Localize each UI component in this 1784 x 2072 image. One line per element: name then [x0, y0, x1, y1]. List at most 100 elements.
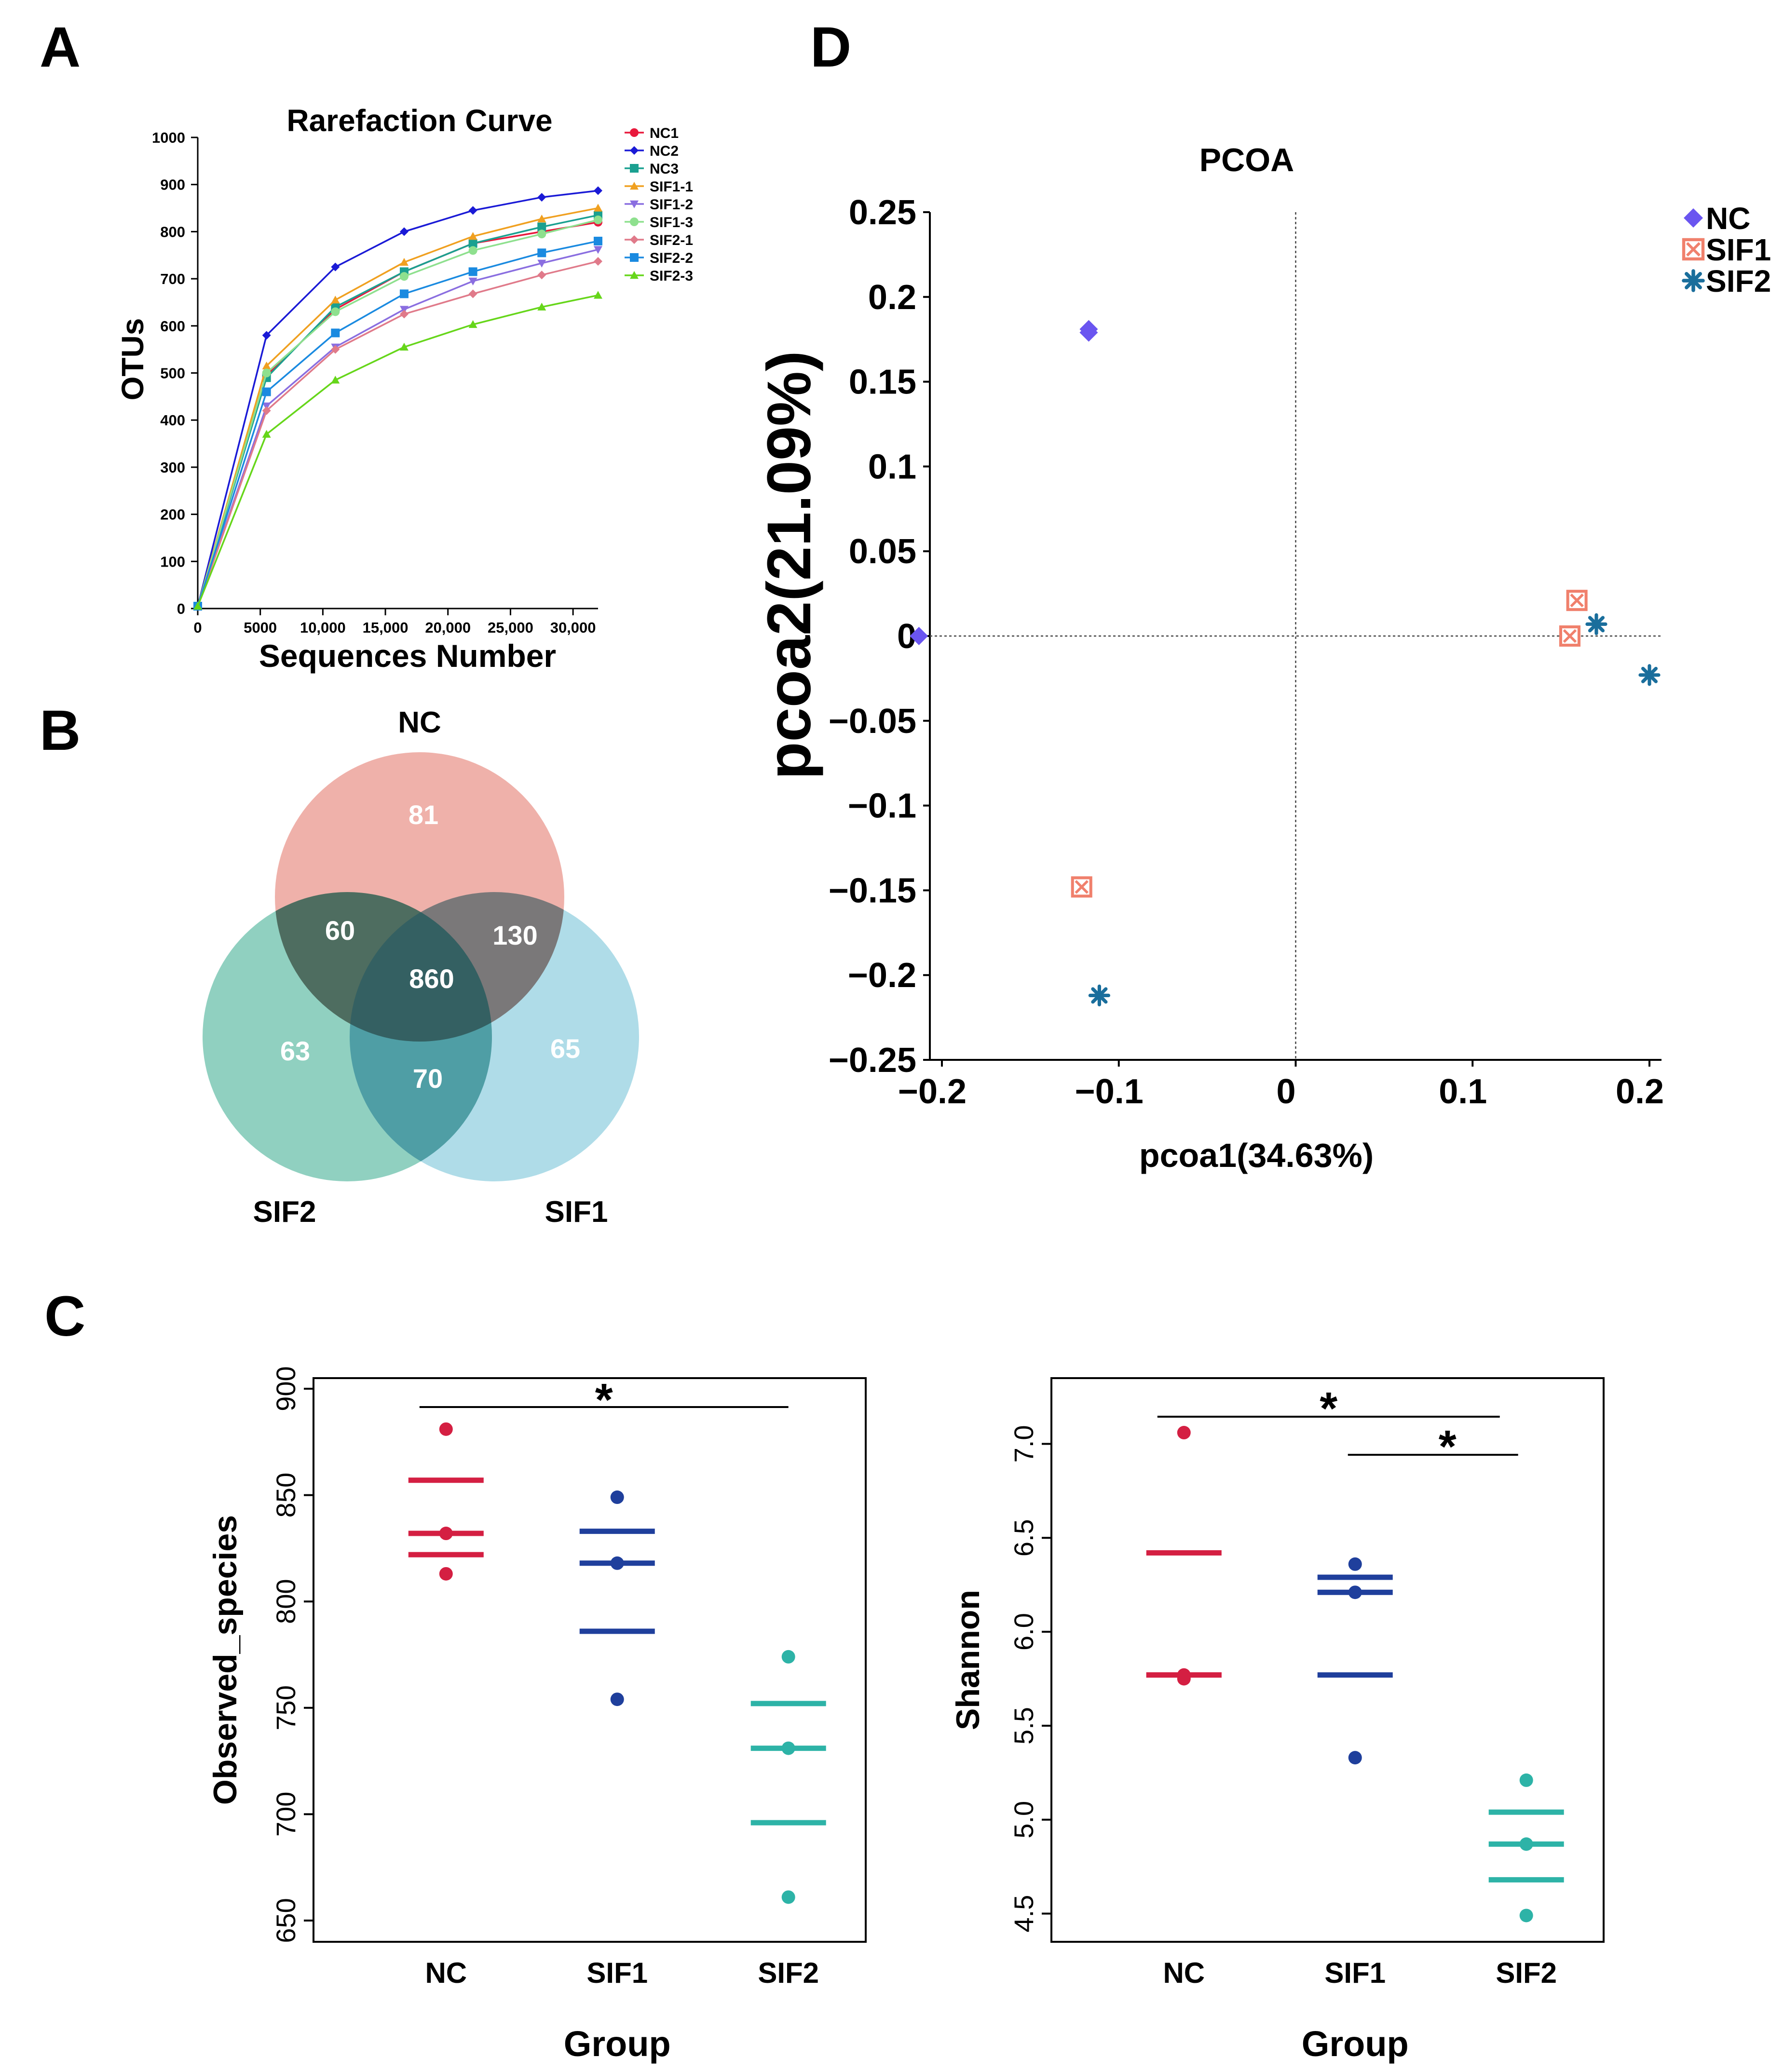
venn-set-label: SIF1 [545, 1195, 608, 1229]
data-point [468, 277, 477, 285]
y-tick-label: 900 [160, 176, 185, 193]
data-point [399, 310, 409, 319]
y-tick-label: 800 [271, 1579, 301, 1624]
x-tick-label: NC [1163, 1957, 1205, 1989]
data-point [594, 215, 602, 224]
significance-marker: * [1320, 1383, 1337, 1434]
data-point-nc [1079, 323, 1098, 342]
y-axis-label: Observed_species [207, 1515, 244, 1805]
data-point [594, 186, 602, 195]
data-point [439, 1527, 453, 1541]
venn-overlap-sif2-sif1 [350, 892, 492, 1181]
data-point-sif1-box [1071, 876, 1092, 898]
series-line-nc3 [197, 214, 599, 607]
data-point-sif2-stroke [1641, 666, 1658, 683]
data-point [262, 406, 271, 415]
venn-region-count: 65 [550, 1033, 580, 1064]
data-point [781, 1650, 795, 1664]
legend-label: SIF2 [1706, 264, 1771, 298]
series-line-sif2-2 [197, 240, 599, 607]
data-point [468, 246, 477, 255]
x-axis-label: pcoa1(34.63%) [1139, 1137, 1374, 1174]
data-point-sif1 [1071, 876, 1092, 898]
data-point-sif2 [1088, 984, 1111, 1007]
y-tick-label: 0.15 [849, 363, 916, 402]
data-point [1177, 1672, 1191, 1686]
data-point [399, 272, 409, 281]
data-point [399, 257, 409, 266]
legend-marker [1682, 238, 1705, 261]
data-point [537, 222, 546, 231]
x-tick-label: 0 [193, 619, 202, 636]
chart-title: PCOA [1199, 142, 1294, 178]
data-point [262, 368, 271, 378]
legend-marker [630, 217, 639, 226]
legend-marker [1684, 208, 1703, 228]
data-point-sif1-cross [1563, 629, 1577, 643]
legend-marker [630, 253, 639, 262]
data-point [262, 361, 271, 370]
venn-region-count: 860 [409, 963, 454, 994]
data-point [610, 1490, 624, 1504]
data-point [399, 227, 409, 236]
data-point-sif1-cross [1570, 593, 1584, 608]
legend-label: SIF1-1 [650, 179, 693, 195]
data-point [537, 271, 546, 280]
data-point [439, 1567, 453, 1581]
data-point [1519, 1773, 1533, 1787]
y-tick-label: −0.05 [829, 702, 916, 741]
y-axis-label: pcoa2(21.09%) [755, 351, 824, 779]
rarefaction-chart: 0 100 200 300 400 500 600 700 800 900 1000 0 5000 10,… [115, 103, 693, 674]
y-tick-label: 700 [271, 1792, 301, 1837]
y-tick-label: 100 [160, 553, 185, 570]
legend-label: SIF1 [1706, 232, 1771, 267]
y-tick-label: 0 [177, 600, 185, 617]
series-line-sif2-3 [197, 294, 599, 607]
x-tick-label: 15,000 [363, 619, 409, 636]
legend-marker [630, 182, 639, 190]
panel-label-c: C [44, 1285, 85, 1348]
data-point [1348, 1557, 1362, 1571]
legend-label: NC1 [650, 125, 679, 141]
x-tick-label: 0 [1276, 1072, 1295, 1111]
pcoa-chart: −0.25−0.2−0.15−0.1−0.0500.050.10.150.20.… [755, 142, 1771, 1174]
data-point [610, 1556, 624, 1570]
data-point [468, 267, 477, 276]
data-point-sif1 [1559, 625, 1581, 647]
y-tick-label: 500 [160, 365, 185, 382]
y-tick-label: 750 [271, 1685, 301, 1730]
x-tick-label: SIF2 [1496, 1957, 1557, 1989]
data-point [262, 387, 271, 396]
data-point [594, 203, 602, 212]
data-point [193, 602, 202, 610]
y-tick-label: 5.0 [1008, 1801, 1039, 1839]
data-point [468, 320, 477, 328]
x-tick-label: 20,000 [425, 619, 471, 636]
data-point [781, 1890, 795, 1904]
data-point-sif2-stroke [1091, 987, 1108, 1004]
data-point-sif2-stroke [1588, 616, 1605, 633]
x-tick-label: 10,000 [300, 619, 346, 636]
legend-marker [630, 200, 639, 208]
y-tick-label: 600 [160, 318, 185, 335]
venn-region-count: 70 [413, 1063, 443, 1094]
y-tick-label: 400 [160, 412, 185, 429]
legend-label: SIF1-3 [650, 215, 693, 230]
legend-marker [630, 164, 639, 173]
data-point [537, 215, 546, 223]
data-point [781, 1741, 795, 1755]
data-point [468, 206, 477, 215]
venn-set-label: SIF2 [253, 1195, 316, 1229]
legend-marker [630, 128, 639, 137]
y-tick-label: 900 [271, 1366, 301, 1411]
venn-region-count: 60 [325, 915, 355, 946]
x-tick-label: NC [425, 1957, 467, 1989]
venn-set-label: NC [398, 706, 441, 739]
panel-label-b: B [40, 699, 81, 762]
data-point [262, 430, 271, 438]
data-point-sif1-box [1566, 590, 1588, 611]
data-point [262, 331, 271, 340]
x-tick-label: −0.2 [898, 1072, 967, 1111]
x-tick-label: 0.2 [1616, 1072, 1664, 1111]
y-tick-label: 6.5 [1008, 1519, 1039, 1557]
